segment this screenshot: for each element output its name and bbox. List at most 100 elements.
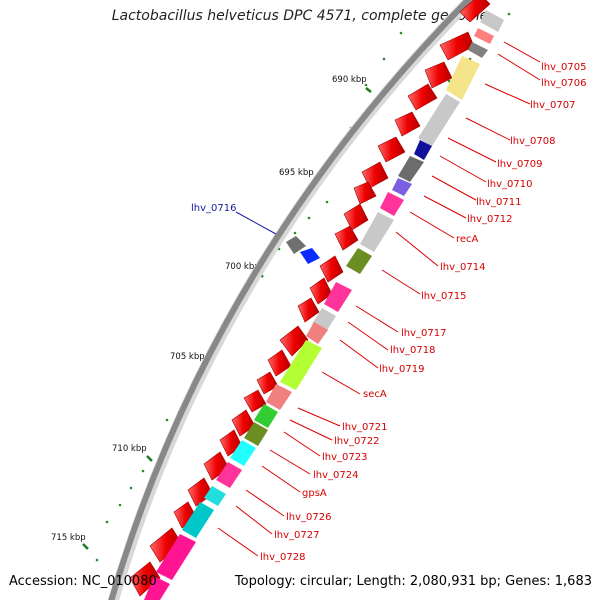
leader-lhv_0723 — [283, 431, 321, 457]
cds-arrow — [334, 225, 359, 251]
gene-lhv_0714 — [346, 248, 372, 274]
genome-summary-text: Topology: circular; Length: 2,080,931 bp… — [234, 574, 592, 589]
leader-lhv_0721 — [297, 407, 341, 427]
cds-arrow — [243, 389, 267, 413]
cds-arrow — [279, 325, 309, 357]
gene-lhv_0716 — [286, 236, 306, 254]
leader-lhv_0717 — [355, 305, 399, 333]
gene-recA — [360, 212, 394, 252]
gc-dot — [307, 216, 311, 220]
gene-lhv_0706b — [468, 42, 488, 58]
label-lhv_0715[interactable]: lhv_0715 — [421, 291, 466, 302]
gene-secA — [266, 384, 292, 410]
leader-lhv_0714 — [395, 231, 439, 267]
gene-lhv_0707 — [446, 56, 480, 100]
leader-lhv_0715 — [381, 269, 421, 295]
leader-lhv_0709 — [447, 137, 497, 163]
gene-gpsA — [204, 486, 226, 506]
leader-lhv_0711 — [431, 175, 477, 201]
label-secA[interactable]: secA — [363, 389, 387, 400]
gene-lhv_0708 — [418, 94, 460, 146]
gene-lhv_0712 — [380, 192, 404, 216]
gc-dot — [293, 231, 297, 235]
cds-reverse-strand — [144, 10, 504, 600]
label-lhv_0707[interactable]: lhv_0707 — [530, 100, 575, 111]
cds-arrow — [297, 297, 320, 323]
gc-dot — [118, 503, 122, 507]
leader-lhv_0705 — [503, 41, 541, 63]
label-lhv_0714[interactable]: lhv_0714 — [440, 262, 485, 273]
label-lhv_0711[interactable]: lhv_0711 — [476, 197, 521, 208]
gc-dot — [447, 79, 451, 83]
gene-lhv_0723 — [230, 440, 256, 466]
label-lhv_0718[interactable]: lhv_0718 — [390, 345, 435, 356]
gene-lhv_0727 — [156, 534, 196, 580]
scale-tick — [82, 543, 89, 550]
label-recA[interactable]: recA — [456, 234, 479, 245]
leader-gpsA — [261, 465, 301, 493]
label-gpsA[interactable]: gpsA — [302, 488, 327, 499]
gc-dot — [382, 57, 386, 61]
label-lhv_0717[interactable]: lhv_0717 — [401, 328, 446, 339]
map-title: Lactobacillus helveticus DPC 4571, compl… — [111, 8, 489, 24]
gene-lhv_0722 — [244, 422, 268, 446]
label-lhv_0710[interactable]: lhv_0710 — [487, 179, 532, 190]
scale-label-700: 700 kbp — [225, 262, 260, 272]
scale-labels: 690 kbp 695 kbp 700 kbp 705 kbp 710 kbp … — [51, 75, 367, 543]
cds-arrow — [459, 0, 491, 23]
label-lhv_0728[interactable]: lhv_0728 — [260, 552, 305, 563]
gene-lhv_0721 — [254, 404, 278, 428]
cds-arrow — [377, 136, 406, 163]
label-lhv_0726[interactable]: lhv_0726 — [286, 512, 331, 523]
scale-label-715: 715 kbp — [51, 533, 86, 543]
label-lhv_0724[interactable]: lhv_0724 — [313, 470, 358, 481]
gene-lhv_0706 — [474, 28, 494, 44]
leader-recA — [409, 211, 455, 239]
cds-arrow — [394, 111, 421, 137]
gc-dot — [95, 558, 99, 562]
leader-lhv_0716 — [235, 211, 277, 235]
gc-dot — [399, 31, 403, 35]
cds-arrow — [319, 255, 344, 283]
label-lhv_0719[interactable]: lhv_0719 — [379, 364, 424, 375]
label-lhv_0727[interactable]: lhv_0727 — [274, 530, 319, 541]
label-lhv_0706[interactable]: lhv_0706 — [541, 78, 586, 89]
label-lhv_0716[interactable]: lhv_0716 — [191, 203, 236, 214]
label-lhv_0708[interactable]: lhv_0708 — [510, 136, 555, 147]
gene-lhv_0724 — [216, 462, 242, 488]
cds-arrow — [439, 31, 475, 61]
leader-lhv_0724 — [269, 449, 311, 475]
gc-dot — [364, 83, 368, 87]
gc-dot — [325, 200, 329, 204]
label-lhv_0721[interactable]: lhv_0721 — [342, 422, 387, 433]
accession-text: Accession: NC_010080 — [9, 574, 157, 589]
label-lhv_0723[interactable]: lhv_0723 — [322, 452, 367, 463]
cds-arrow — [353, 181, 377, 205]
gc-dot — [165, 418, 169, 422]
gc-dot — [129, 486, 133, 490]
leader-lhv_0727 — [235, 505, 273, 535]
leader-lhv_0706 — [497, 53, 541, 81]
label-lhv_0712[interactable]: lhv_0712 — [467, 214, 512, 225]
label-lhv_0705[interactable]: lhv_0705 — [541, 62, 586, 73]
scale-label-710: 710 kbp — [112, 444, 147, 454]
leader-lhv_0708 — [465, 117, 511, 141]
cds-arrow — [129, 561, 161, 597]
gene-lhv_0726 — [182, 502, 214, 538]
scale-tick — [365, 87, 372, 93]
gene-lhv_0718 — [306, 322, 328, 344]
gene-lhv_0719 — [280, 340, 322, 390]
cds-arrow — [407, 83, 438, 111]
leader-lhv_0726 — [245, 489, 285, 517]
gene-lhv_0711 — [392, 178, 412, 196]
label-lhv_0722[interactable]: lhv_0722 — [334, 436, 379, 447]
leader-lhv_0712 — [423, 195, 467, 219]
cds-forward-strand — [129, 0, 491, 597]
label-lhv_0709[interactable]: lhv_0709 — [497, 159, 542, 170]
scale-label-705: 705 kbp — [170, 352, 205, 362]
gene-lhv_0728 — [144, 576, 170, 600]
leader-lhv_0728 — [217, 527, 259, 557]
gene-lhv_0705 — [480, 10, 504, 32]
